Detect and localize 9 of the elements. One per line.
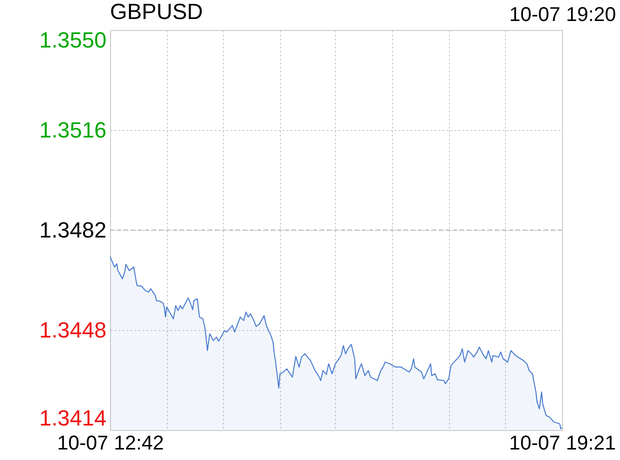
y-tick-label: 1.3482 [39,218,106,242]
x-tick-label: 10-07 19:21 [509,432,616,454]
y-tick-label: 1.3550 [39,28,106,52]
chart-title: GBPUSD [110,0,203,24]
x-tick-label: 10-07 12:42 [57,432,164,454]
y-tick-label: 1.3448 [39,318,106,342]
text: 10-07 19:20 [509,4,616,26]
y-tick-label: 1.3516 [39,118,106,142]
y-tick-label: 1.3414 [39,406,106,430]
